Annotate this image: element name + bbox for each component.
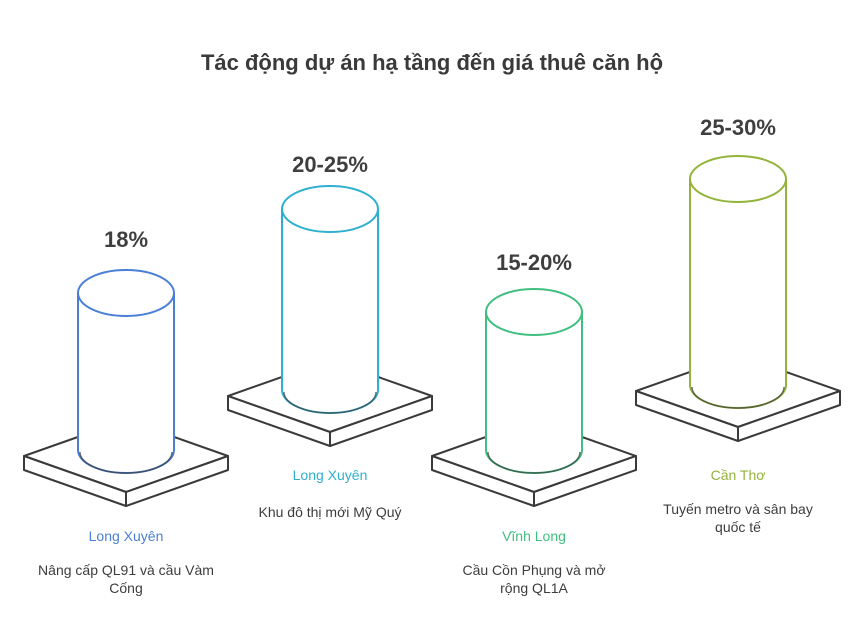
location-label-2: Long Xuyên <box>292 467 368 483</box>
plate-right-2 <box>329 395 433 447</box>
cylinder-body-4 <box>689 179 787 409</box>
cylinder-group-4 <box>635 155 841 442</box>
description-3: Cầu Cồn Phụng và mở rộng QL1A <box>462 562 606 596</box>
percent-label-2: 20-25% <box>292 152 368 177</box>
cylinder-body-2 <box>281 209 379 414</box>
description-2: Khu đô thị mới Mỹ Quý <box>258 504 402 520</box>
cylinder-top-2 <box>281 185 379 233</box>
cylinder-top-3 <box>485 288 583 336</box>
cylinder-base-2 <box>283 391 377 414</box>
location-label-3: Vĩnh Long <box>502 528 566 544</box>
plate-right-4 <box>737 390 841 442</box>
plate-right-1 <box>125 455 229 507</box>
cylinder-base-4 <box>691 386 785 409</box>
location-label-4: Cần Thơ <box>710 467 766 483</box>
cylinder-group-1 <box>23 269 229 507</box>
description-1: Nâng cấp QL91 và cầu Vàm Cống <box>38 562 214 596</box>
cylinder-top-4 <box>689 155 787 203</box>
cylinder-base-3 <box>487 451 581 474</box>
percent-label-1: 18% <box>103 227 149 252</box>
location-label-1: Long Xuyên <box>88 528 164 544</box>
cylinder-group-2 <box>227 185 433 447</box>
percent-label-3: 15-20% <box>496 250 572 275</box>
cylinder-top-1 <box>77 269 175 317</box>
percent-label-4: 25-30% <box>700 115 776 140</box>
cylinder-group-3 <box>431 288 637 507</box>
plate-right-3 <box>533 455 637 507</box>
cylinder-body-1 <box>77 293 175 474</box>
cylinder-body-3 <box>485 312 583 474</box>
description-4: Tuyến metro và sân bay quốc tế <box>663 501 813 535</box>
cylinder-base-1 <box>79 451 173 474</box>
diagram-title: Tác động dự án hạ tầng đến giá thuê căn … <box>200 50 664 75</box>
